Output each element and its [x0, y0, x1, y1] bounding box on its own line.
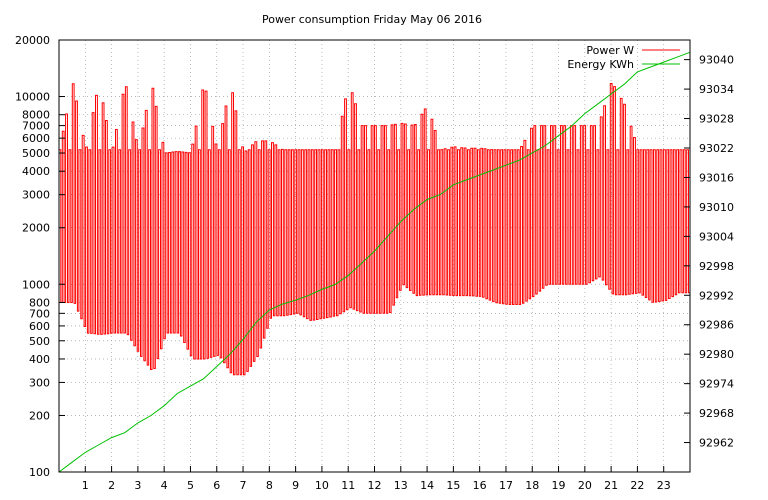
x-tick-label: 21 [604, 479, 618, 492]
legend-label-energy: Energy KWh [567, 58, 634, 71]
left-tick-label: 800 [29, 296, 50, 309]
left-tick-label: 8000 [22, 109, 50, 122]
left-tick-label: 2000 [22, 222, 50, 235]
right-tick-label: 92968 [699, 407, 734, 420]
x-tick-label: 23 [657, 479, 671, 492]
left-tick-label: 4000 [22, 165, 50, 178]
legend-label-power: Power W [586, 44, 634, 57]
left-tick-label: 300 [29, 376, 50, 389]
x-tick-label: 14 [420, 479, 434, 492]
left-tick-label: 3000 [22, 189, 50, 202]
right-tick-label: 93010 [699, 201, 734, 214]
x-tick-label: 15 [446, 479, 460, 492]
x-tick-label: 8 [266, 479, 273, 492]
left-tick-label: 200 [29, 409, 50, 422]
right-tick-label: 92962 [699, 437, 734, 450]
left-tick-label: 20000 [15, 34, 50, 47]
right-tick-label: 93022 [699, 142, 734, 155]
left-tick-label: 10000 [15, 91, 50, 104]
legend: Power W Energy KWh [567, 44, 680, 71]
left-tick-label: 600 [29, 320, 50, 333]
left-tick-label: 5000 [22, 147, 50, 160]
right-tick-label: 93004 [699, 230, 734, 243]
series-line-power [59, 83, 690, 376]
left-tick-label: 400 [29, 353, 50, 366]
x-tick-label: 6 [213, 479, 220, 492]
left-tick-label: 500 [29, 335, 50, 348]
right-y-axis-ticks: 92962 92968 92974 92980 92986 92992 92998 93004… [684, 54, 734, 450]
right-tick-label: 92980 [699, 348, 734, 361]
x-tick-label: 17 [499, 479, 513, 492]
right-tick-label: 93034 [699, 83, 734, 96]
x-tick-label: 3 [134, 479, 141, 492]
right-tick-label: 92986 [699, 319, 734, 332]
right-tick-label: 93028 [699, 113, 734, 126]
left-tick-label: 100 [29, 466, 50, 479]
series-line-energy [58, 51, 691, 473]
chart-title: Power consumption Friday May 06 2016 [262, 13, 482, 26]
left-tick-label: 6000 [22, 132, 50, 145]
x-tick-label: 11 [341, 479, 355, 492]
x-tick-label: 20 [578, 479, 592, 492]
x-tick-label: 1 [82, 479, 89, 492]
data-series [58, 51, 691, 473]
left-tick-label: 7000 [22, 120, 50, 133]
x-tick-label: 12 [368, 479, 382, 492]
right-tick-label: 92992 [699, 289, 734, 302]
x-tick-label: 18 [525, 479, 539, 492]
x-tick-label: 10 [315, 479, 329, 492]
right-tick-label: 92974 [699, 378, 734, 391]
x-tick-label: 2 [108, 479, 115, 492]
right-tick-label: 92998 [699, 260, 734, 273]
left-tick-label: 1000 [22, 278, 50, 291]
x-axis-ticks: 1 2 3 4 5 6 7 8 9 10 11 12 13 14 15 16 17 18 19 20 21 22 23 [82, 466, 671, 492]
x-tick-label: 13 [394, 479, 408, 492]
x-tick-label: 19 [552, 479, 566, 492]
x-tick-label: 7 [240, 479, 247, 492]
x-tick-label: 16 [473, 479, 487, 492]
x-tick-label: 4 [161, 479, 168, 492]
right-tick-label: 93040 [699, 54, 734, 67]
x-tick-label: 22 [630, 479, 644, 492]
x-tick-label: 5 [187, 479, 194, 492]
left-tick-label: 700 [29, 307, 50, 320]
x-tick-label: 9 [292, 479, 299, 492]
right-tick-label: 93016 [699, 171, 734, 184]
